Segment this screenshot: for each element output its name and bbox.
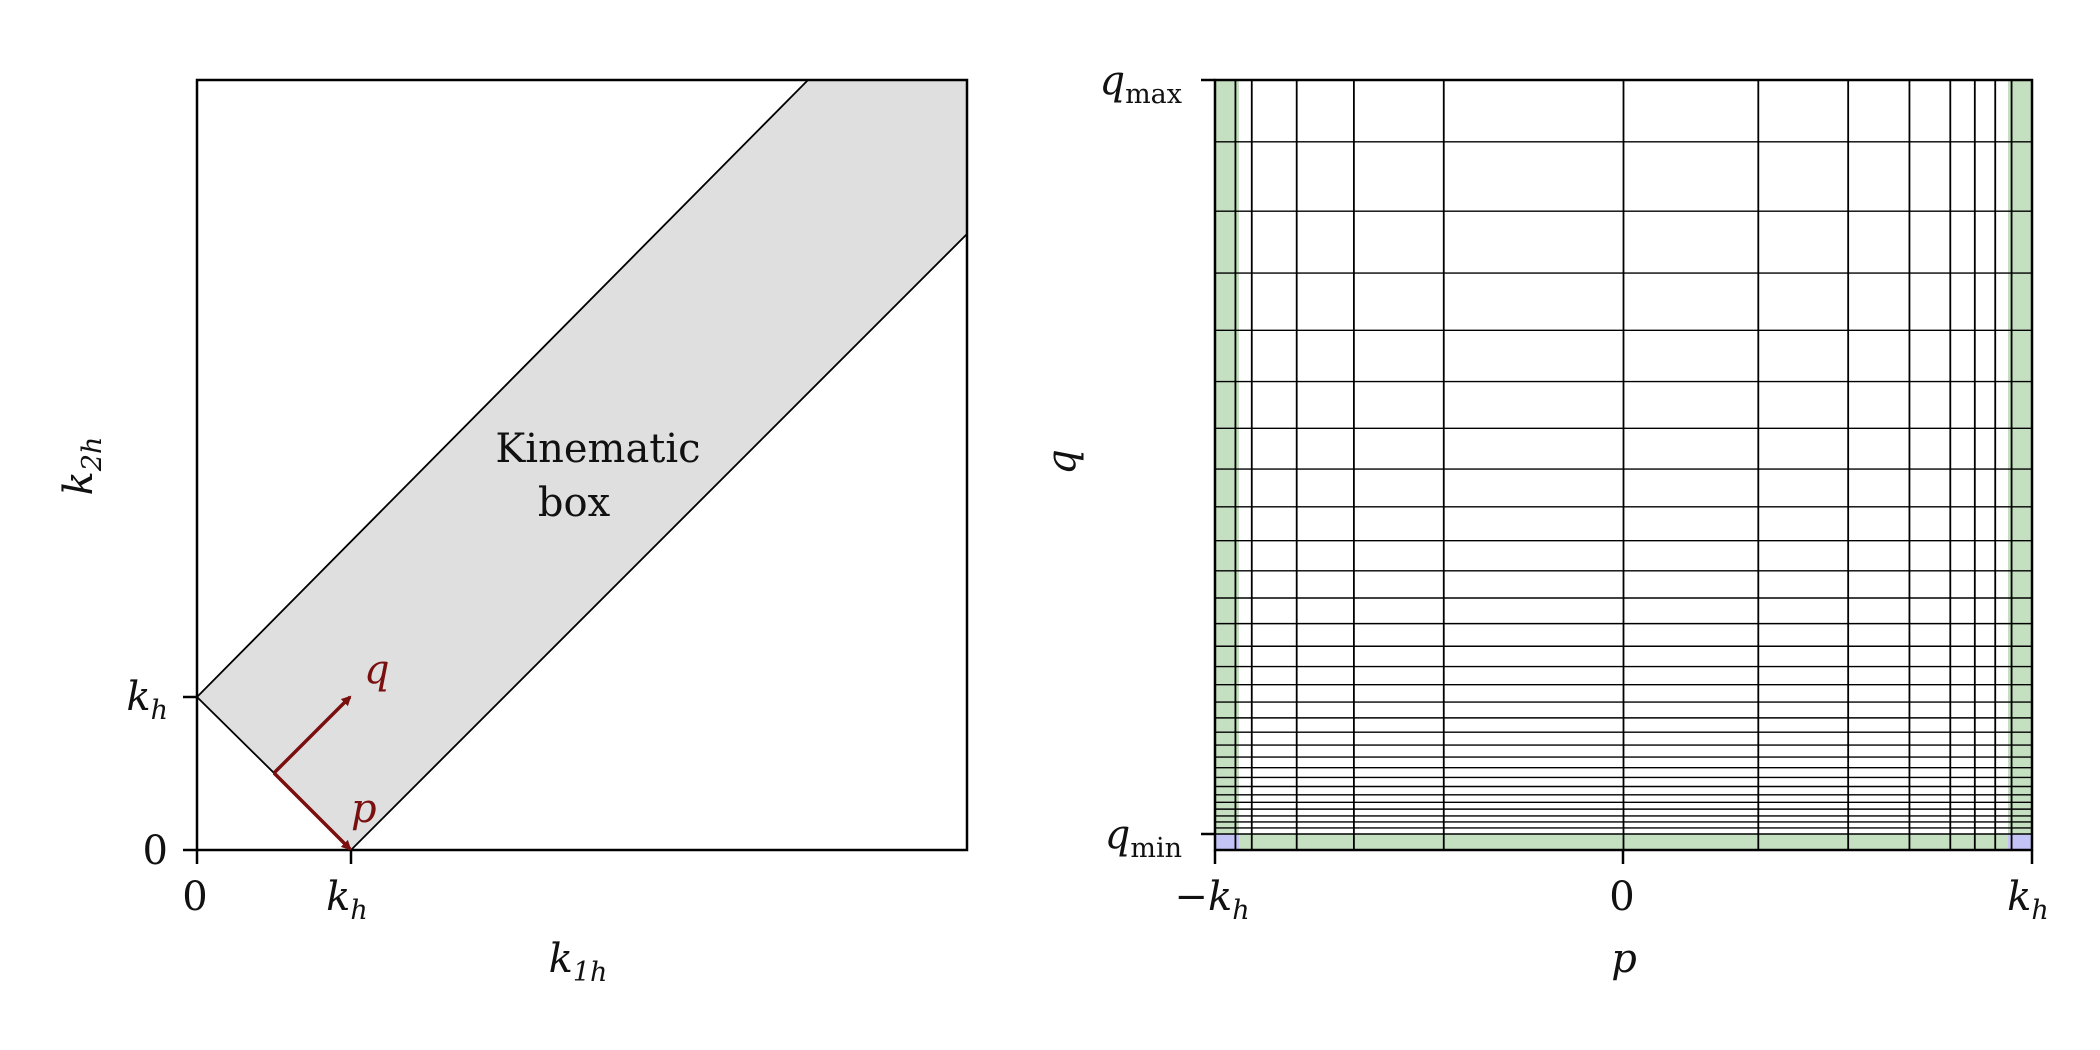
left-y-axis-label: k2h [56, 437, 108, 496]
right-y-axis-label: q [1039, 449, 1085, 475]
left-x-tick-label-kh: kh [326, 874, 368, 926]
left-y-tick-label-0: 0 [143, 828, 168, 874]
right-y-tick-label-qmax: qmax [1099, 58, 1182, 110]
mesh-grid [1215, 79, 2032, 850]
right-y-tick-label-qmin: qmin [1105, 812, 1182, 864]
p-vector-arrow [272, 771, 352, 851]
right-x-tick-label-minus-kh: −kh [1174, 874, 1249, 926]
q-vector-arrow [272, 695, 352, 775]
p-vector-label: p [351, 786, 377, 832]
left-x-axis-label: k1h [549, 936, 608, 988]
left-y-tick-label-kh: kh [126, 674, 168, 726]
right-x-tick-label-0: 0 [1609, 874, 1634, 920]
right-x-axis-label: p [1611, 936, 1637, 982]
left-x-tick-label-0: 0 [182, 874, 207, 920]
left-plot-frame [195, 78, 969, 852]
annotation-line-1: Kinematic [495, 426, 700, 472]
kinematic-box-annotation: Kinematic box [495, 426, 700, 526]
right-panel: −kh 0 kh qmin qmax p q [1039, 58, 2049, 982]
right-x-tick-label-kh: kh [2007, 874, 2049, 926]
left-panel: Kinematic box q p 0 kh 0 kh k1h k2h [56, 78, 969, 988]
annotation-line-2: box [538, 480, 611, 526]
right-blue-corner [2008, 834, 2032, 850]
left-blue-corner [1215, 834, 1239, 850]
q-vector-label: q [364, 647, 390, 693]
